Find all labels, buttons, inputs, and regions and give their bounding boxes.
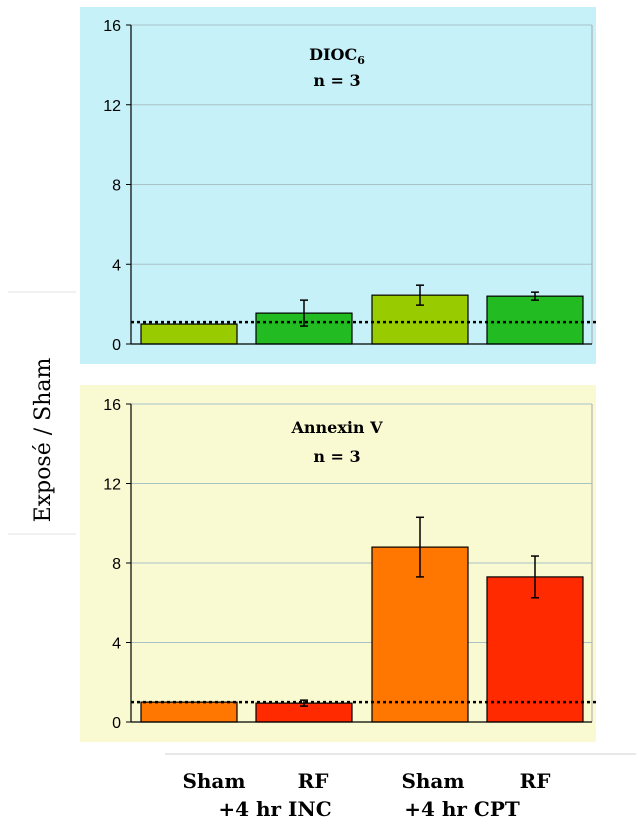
y-tick-label: 4 <box>112 257 121 274</box>
group-label-cpt: +4 hr CPT <box>404 797 520 821</box>
y-tick-label: 0 <box>112 337 121 354</box>
category-label-rf-cpt: RF <box>520 769 551 793</box>
bar <box>486 576 584 723</box>
y-tick-label: 8 <box>112 556 121 573</box>
annotation-label: DIOC6 <box>309 45 365 67</box>
bar <box>140 323 238 345</box>
bar <box>140 701 238 723</box>
y-tick-label: 4 <box>112 636 121 653</box>
y-tick-label: 0 <box>112 715 121 732</box>
annotation-n: n = 3 <box>313 71 360 90</box>
y-tick-label: 8 <box>112 178 121 195</box>
y-tick-label: 12 <box>103 477 121 494</box>
annotation-label: Annexin V <box>290 418 383 437</box>
y-axis-label: Exposé / Sham <box>31 358 56 523</box>
category-label-rf-inc: RF <box>298 769 329 793</box>
y-tick-label: 16 <box>103 18 121 35</box>
annotation-n: n = 3 <box>313 447 360 466</box>
y-tick-label: 16 <box>103 397 121 414</box>
y-tick-label: 12 <box>103 98 121 115</box>
chart-dioc: 0 4 8 12 16 DIOC6 n = 3 <box>103 18 596 354</box>
category-label-sham-cpt: Sham <box>401 769 464 793</box>
group-label-inc: +4 hr INC <box>218 797 331 821</box>
category-label-sham-inc: Sham <box>182 769 245 793</box>
chart-annexin: 0 4 8 12 16 Annexin V n = 3 <box>103 397 596 732</box>
bar <box>486 295 584 345</box>
